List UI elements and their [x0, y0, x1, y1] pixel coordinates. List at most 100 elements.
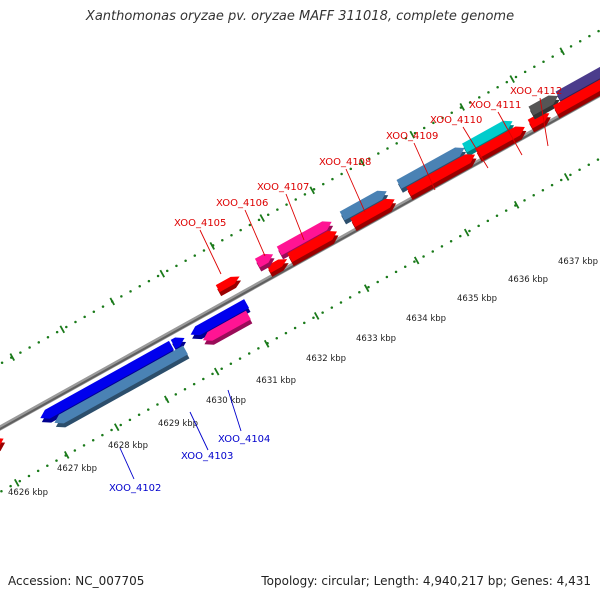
kbp-label: 4629 kbp: [158, 419, 198, 429]
gene-arrow-red-d[interactable]: [406, 154, 477, 200]
track-dot: [523, 70, 527, 74]
track-dot: [578, 40, 582, 43]
track-tick: [309, 186, 315, 195]
track-dot: [229, 362, 233, 365]
track-dot: [74, 320, 77, 324]
track-dot: [431, 250, 435, 253]
track-dot: [395, 142, 398, 145]
gene-label[interactable]: XOO_4108: [319, 157, 371, 168]
gene-arrow-slate[interactable]: [555, 61, 600, 105]
track-dot: [559, 178, 563, 182]
gene-label[interactable]: XOO_4112: [510, 86, 562, 97]
track-dot: [339, 301, 343, 304]
gene-arrow-face: [287, 230, 337, 263]
gene-arrow-xoo-4104[interactable]: [190, 299, 251, 340]
track-dot: [432, 121, 435, 125]
gene-arrow-face: [462, 120, 513, 153]
gene-arrow-face: [339, 190, 387, 221]
track-dot: [330, 306, 334, 309]
gene-arrow-red-left[interactable]: [0, 438, 6, 456]
track-dot: [276, 208, 279, 211]
track-dot: [46, 336, 50, 339]
forward-tick-track: [0, 29, 600, 365]
track-dot: [404, 136, 408, 140]
gene-arrow-xoo-4102[interactable]: [54, 345, 190, 428]
track-dot: [487, 91, 490, 94]
gene-arrow-face: [406, 154, 476, 196]
track-dot: [156, 403, 159, 406]
gene-arrow-red-a[interactable]: [266, 259, 289, 277]
gene-arrow-face: [266, 259, 288, 273]
track-dot: [284, 331, 288, 335]
gene-arrow-xoo-4106[interactable]: [254, 253, 275, 272]
track-dot: [367, 157, 371, 160]
gene-arrow-red-b[interactable]: [287, 230, 339, 267]
gene-arrow-red-e[interactable]: [527, 112, 551, 133]
track-tick: [109, 297, 116, 306]
gene-arrow-xoo-4111[interactable]: [475, 126, 527, 162]
track-dot: [120, 295, 123, 298]
track-tick: [113, 423, 120, 432]
gene-arrow-xoo-4103[interactable]: [202, 310, 253, 345]
gene-label[interactable]: XOO_4104: [218, 434, 270, 445]
track-dot: [275, 336, 278, 340]
track-dot: [440, 245, 444, 248]
label-leader-line: [199, 229, 222, 275]
gene-arrow-face: [215, 276, 240, 293]
gene-arrow-red-c[interactable]: [350, 198, 397, 232]
gene-arrow-xoo-4105[interactable]: [215, 276, 242, 297]
track-dot: [569, 173, 572, 177]
kbp-label: 4634 kbp: [406, 314, 446, 324]
track-dot: [468, 229, 471, 233]
track-dot: [331, 177, 334, 181]
gene-arrow-side: [217, 280, 242, 297]
track-dot: [450, 111, 453, 114]
track-dot: [28, 346, 31, 349]
gene-arrow-red-f[interactable]: [553, 71, 600, 119]
track-tick: [413, 256, 420, 265]
kbp-label: 4630 kbp: [206, 396, 246, 406]
track-tick: [509, 75, 515, 84]
gene-label[interactable]: XOO_4103: [181, 451, 233, 462]
track-dot: [348, 296, 352, 299]
label-leader-line: [189, 411, 209, 451]
track-dot: [514, 75, 518, 79]
track-dot: [367, 285, 370, 289]
accession-label: Accession: NC_007705: [8, 574, 145, 588]
gene-label[interactable]: XOO_4102: [109, 483, 161, 494]
kbp-label: 4632 kbp: [306, 354, 346, 364]
gene-label[interactable]: XOO_4106: [216, 198, 268, 209]
kbp-label: 4636 kbp: [508, 275, 548, 285]
track-dot: [46, 464, 49, 468]
track-dot: [257, 347, 260, 350]
track-dot: [496, 85, 499, 89]
track-dot: [358, 162, 362, 166]
track-dot: [386, 147, 389, 150]
track-tick: [209, 241, 215, 250]
gene-label[interactable]: XOO_4110: [430, 115, 482, 126]
track-dot: [303, 321, 306, 325]
track-dot: [202, 377, 205, 381]
gene-arrow-blue-1[interactable]: [40, 340, 176, 423]
track-dot: [266, 213, 270, 217]
track-dot: [542, 60, 545, 63]
kbp-label: 4631 kbp: [256, 376, 296, 386]
kbp-label: 4637 kbp: [558, 257, 598, 267]
gene-label[interactable]: XOO_4109: [386, 131, 438, 142]
gene-label[interactable]: XOO_4107: [257, 182, 309, 193]
gene-arrow-face: [396, 147, 465, 189]
track-dot: [578, 168, 581, 172]
track-dot: [220, 367, 223, 371]
track-dot: [175, 264, 178, 268]
track-dot: [165, 269, 169, 273]
track-tick: [513, 200, 520, 209]
track-dot: [83, 315, 86, 319]
track-dot: [211, 372, 214, 376]
track-dot: [394, 270, 398, 274]
track-dot: [587, 163, 591, 166]
track-dot: [27, 474, 31, 478]
gene-arrow-xoo-4112[interactable]: [528, 95, 560, 120]
gene-label[interactable]: XOO_4105: [174, 218, 226, 229]
gene-label[interactable]: XOO_4111: [469, 100, 521, 111]
